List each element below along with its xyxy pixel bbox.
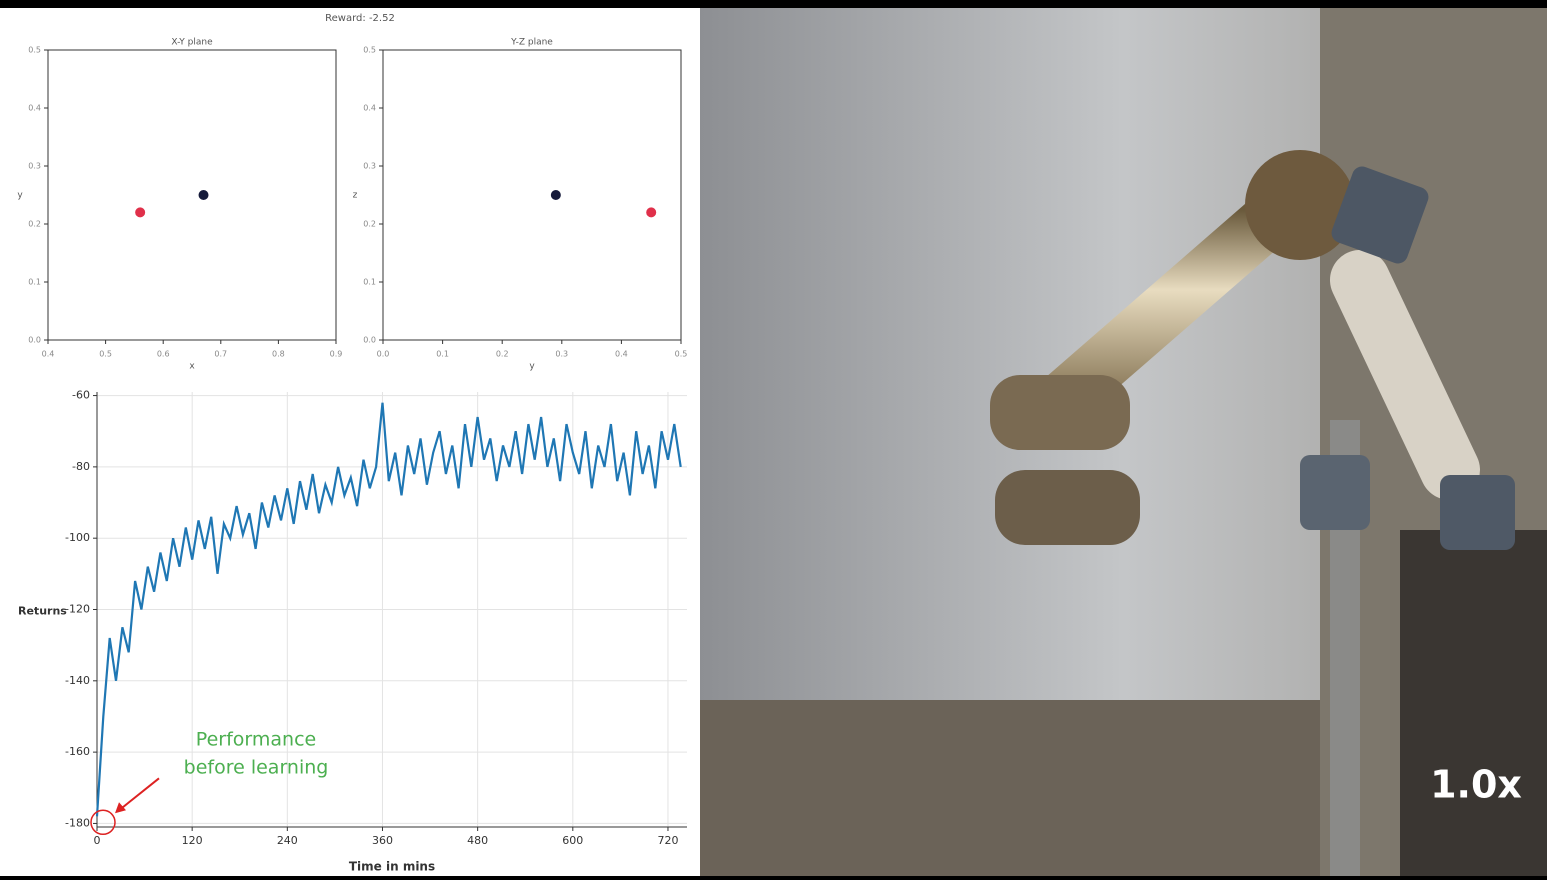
y-tick-label: 0.2 — [28, 220, 41, 229]
y-axis-label: Returns — [18, 605, 67, 618]
x-tick-label: 0.4 — [42, 350, 55, 359]
point — [135, 207, 145, 217]
y-tick-label: 0.0 — [363, 336, 376, 345]
suptitle: Reward: -2.52 — [325, 13, 395, 24]
x-tick-label: 0.1 — [436, 350, 449, 359]
x-tick-label: 600 — [562, 834, 583, 847]
x-tick-label: 720 — [657, 834, 678, 847]
page: 1.0x Reward: -2.52 0.0 0.1 0.2 0.3 0.4 0.5 0.4… — [0, 0, 1547, 876]
x-tick-label: 0.6 — [157, 350, 170, 359]
y-tick-label: 0.3 — [363, 162, 376, 171]
speed-label: 1.0x — [1430, 763, 1522, 807]
y-tick-label: -100 — [65, 531, 90, 544]
x-tick-label: 0 — [94, 834, 101, 847]
x-tick-label: 0.5 — [675, 350, 688, 359]
video-frame: 1.0x Reward: -2.52 0.0 0.1 0.2 0.3 0.4 0.5 0.4… — [0, 0, 1547, 876]
y-tick-label: -140 — [65, 674, 90, 687]
y-axis-label: y — [17, 191, 23, 201]
x-tick-label: 0.8 — [272, 350, 285, 359]
y-tick-label: 0.2 — [363, 220, 376, 229]
annotation: Performance — [196, 729, 316, 751]
photo: 1.0x — [700, 8, 1547, 876]
y-tick-label: 0.1 — [28, 278, 41, 287]
x-axis-label: x — [189, 362, 195, 372]
point — [199, 190, 209, 200]
y-tick-label: -60 — [72, 389, 90, 402]
y-tick-label: -120 — [65, 603, 90, 616]
y-tick-label: -180 — [65, 816, 90, 829]
x-axis-label: y — [529, 362, 535, 372]
plot-panel — [0, 8, 700, 876]
y-tick-label: -160 — [65, 745, 90, 758]
x-tick-label: 0.3 — [555, 350, 568, 359]
y-tick-label: 0.4 — [363, 104, 376, 113]
chart-title: Y-Z plane — [510, 38, 553, 48]
chart-title: X-Y plane — [171, 38, 213, 48]
x-tick-label: 0.9 — [330, 350, 343, 359]
y-tick-label: 0.5 — [363, 46, 376, 55]
y-tick-label: 0.3 — [28, 162, 41, 171]
y-tick-label: 0.0 — [28, 336, 41, 345]
x-tick-label: 240 — [277, 834, 298, 847]
x-tick-label: 0.0 — [377, 350, 390, 359]
x-tick-label: 360 — [372, 834, 393, 847]
x-tick-label: 480 — [467, 834, 488, 847]
y-axis-label: z — [353, 191, 358, 201]
x-tick-label: 0.5 — [99, 350, 112, 359]
y-tick-label: 0.1 — [363, 278, 376, 287]
y-tick-label: 0.5 — [28, 46, 41, 55]
point — [551, 190, 561, 200]
x-tick-label: 0.7 — [214, 350, 227, 359]
annotation: before learning — [184, 757, 329, 779]
x-tick-label: 0.2 — [496, 350, 509, 359]
x-tick-label: 120 — [182, 834, 203, 847]
point — [646, 207, 656, 217]
y-tick-label: 0.4 — [28, 104, 41, 113]
x-axis-label: Time in mins — [349, 860, 435, 874]
y-tick-label: -80 — [72, 460, 90, 473]
x-tick-label: 0.4 — [615, 350, 628, 359]
